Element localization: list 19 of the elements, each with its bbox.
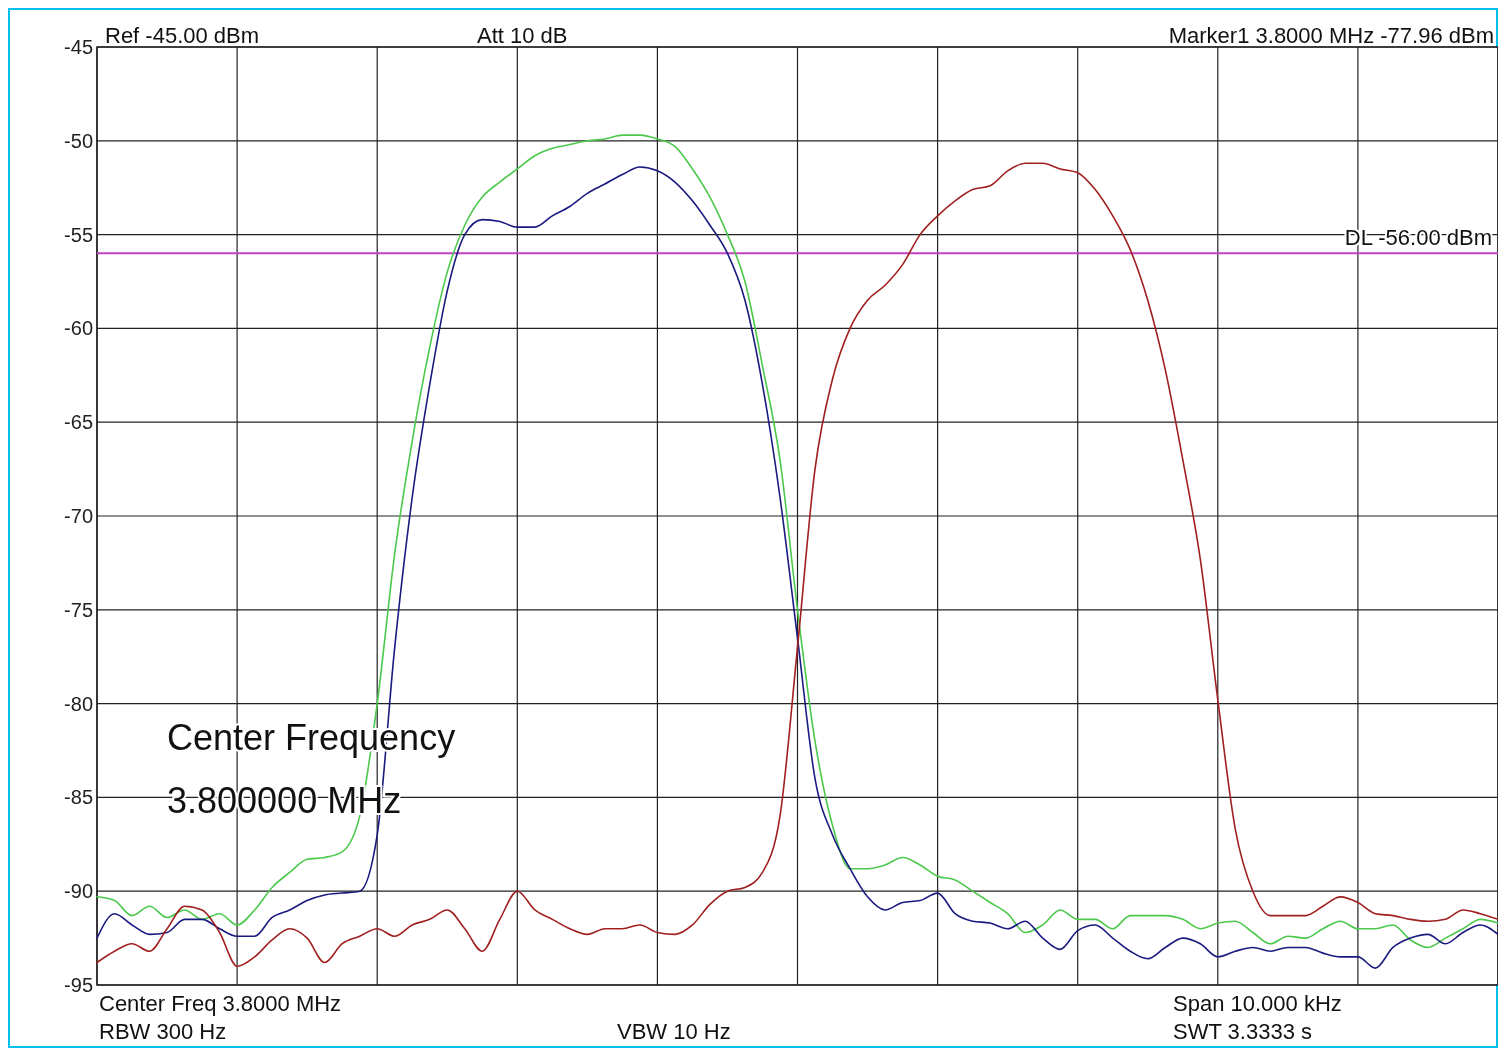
y-tick-label: -70 — [64, 505, 93, 527]
y-tick-label: -75 — [64, 598, 93, 621]
annotation: Att 10 dB — [477, 23, 568, 48]
y-tick-label: -60 — [64, 317, 93, 340]
y-tick-label: -50 — [64, 129, 93, 152]
text: Center Freq 3.8000 MHz — [99, 991, 342, 1016]
text: SWT 3.3333 s — [1173, 1019, 1312, 1044]
y-tick-label: -90 — [64, 880, 93, 903]
y-tick-label: -55 — [64, 223, 93, 246]
y-tick-label: -85 — [64, 786, 93, 809]
annotation: Ref -45.00 dBm — [105, 23, 260, 48]
y-tick-label: -95 — [64, 974, 93, 996]
y-tick-label: -80 — [64, 692, 93, 715]
text: VBW 10 Hz — [617, 1019, 731, 1044]
y-tick-label: -65 — [64, 411, 93, 434]
text: RBW 300 Hz — [99, 1019, 227, 1044]
text: Span 10.000 kHz — [1173, 991, 1342, 1016]
annotation: Marker1 3.8000 MHz -77.96 dBm — [1168, 23, 1494, 48]
y-tick-label: -45 — [64, 36, 93, 58]
